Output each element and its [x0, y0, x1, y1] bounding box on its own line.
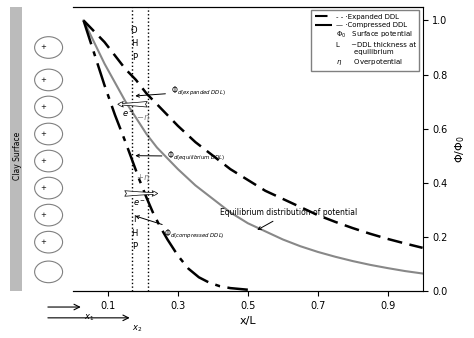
Text: +: + [40, 131, 46, 137]
Text: $x_1$: $x_1$ [83, 312, 94, 323]
Text: Equilibrium distribution of potential: Equilibrium distribution of potential [220, 208, 357, 230]
Text: Clay Surface: Clay Surface [13, 131, 22, 180]
Text: $\Phi_{d(expanded\ DDL)}$: $\Phi_{d(expanded\ DDL)}$ [137, 85, 226, 98]
Text: $+\eta$: $+\eta$ [136, 172, 150, 184]
Text: H: H [131, 228, 137, 238]
Text: +: + [40, 239, 46, 245]
Text: $\Phi_{d(compressed\ DDL)}$: $\Phi_{d(compressed\ DDL)}$ [136, 216, 225, 241]
Text: +: + [40, 45, 46, 50]
Text: H: H [131, 40, 137, 48]
Text: O: O [131, 26, 137, 35]
Text: +: + [40, 77, 46, 83]
X-axis label: x/L: x/L [239, 316, 256, 326]
Text: +: + [40, 185, 46, 191]
Text: P: P [132, 242, 137, 251]
Text: P: P [132, 53, 137, 62]
Text: $-\eta$: $-\eta$ [136, 114, 150, 124]
Text: I: I [133, 215, 136, 224]
Legend: - - ·Expanded DDL, — ·Compressed DDL, $\Phi_0$   Surface potential, L     ~DDL t: - - ·Expanded DDL, — ·Compressed DDL, $\… [311, 10, 419, 71]
Text: $x_2$: $x_2$ [133, 323, 143, 334]
Text: $e^-$: $e^-$ [133, 199, 146, 209]
Text: +: + [40, 212, 46, 218]
Text: +: + [40, 104, 46, 110]
Y-axis label: $\Phi/\Phi_0$: $\Phi/\Phi_0$ [453, 135, 467, 163]
Text: +: + [40, 158, 46, 164]
Bar [10, 7, 22, 291]
Text: $\Phi_{d(equilibrium\ DDL)}$: $\Phi_{d(equilibrium\ DDL)}$ [137, 150, 226, 163]
Text: $e^-$: $e^-$ [122, 110, 136, 119]
